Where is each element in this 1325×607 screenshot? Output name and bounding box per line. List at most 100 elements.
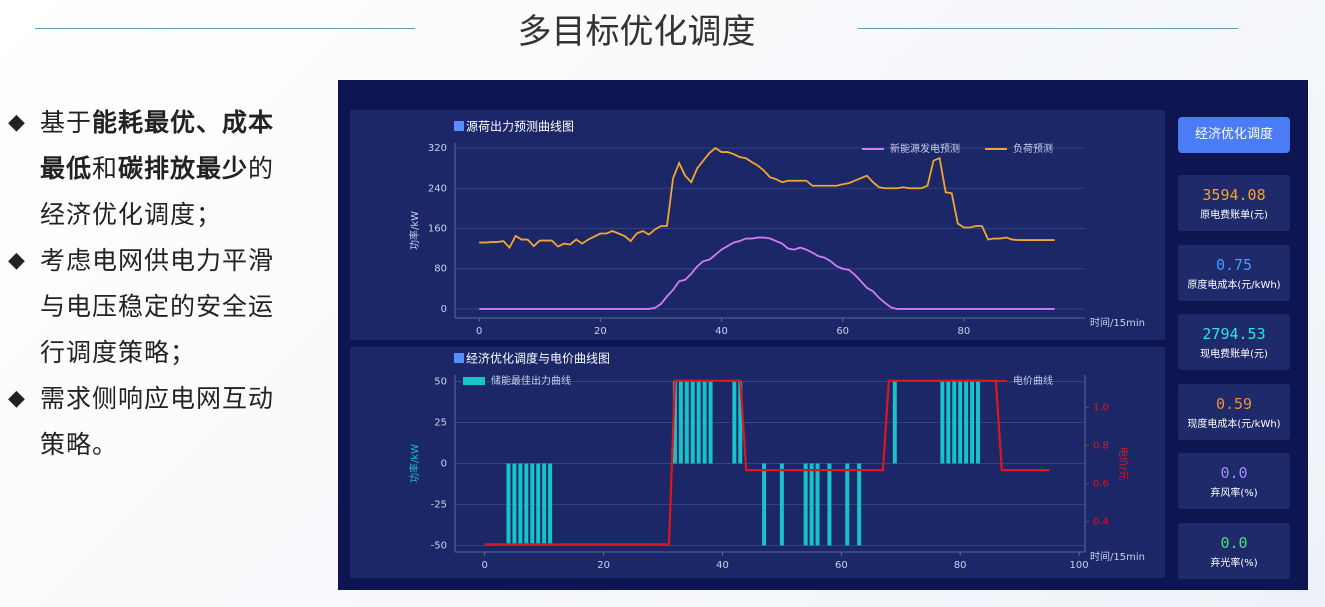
chart-title: 经济优化调度与电价曲线图 — [466, 351, 610, 366]
line — [479, 146, 1055, 250]
bar — [506, 463, 511, 546]
bar — [779, 463, 784, 546]
x-axis-label: 时间/15min — [1090, 316, 1145, 329]
text: 的经济优化调度； — [40, 154, 275, 229]
slide-title: 多目标优化调度 — [517, 12, 756, 52]
legend-label: 储能最佳出力曲线 — [491, 374, 571, 387]
bold-text: 能耗最优、成本最低 — [40, 108, 275, 183]
bullet: ◆ 需求侧响应电网互动策略。 — [8, 376, 280, 468]
title-icon — [454, 121, 464, 131]
bar — [702, 381, 707, 464]
x-tick-label: 0 — [482, 560, 488, 571]
bar — [857, 463, 862, 546]
y-axis-label: 功率/kW — [408, 444, 421, 483]
text: 和 — [92, 154, 119, 183]
y2-tick-label: 0.8 — [1093, 440, 1109, 451]
bar — [964, 381, 969, 464]
metric-label: 现度电成本(元/kWh) — [1187, 418, 1281, 430]
y-axis-label: 功率/kW — [408, 211, 421, 250]
bullet: ◆ 考虑电网供电力平滑与电压稳定的安全运行调度策略； — [8, 238, 280, 376]
legend-label: 电价曲线 — [1013, 374, 1053, 387]
bar — [512, 463, 517, 546]
bar — [827, 463, 832, 546]
bar — [678, 381, 683, 464]
y-tick-label: 25 — [434, 418, 447, 429]
text: 基于 — [40, 108, 93, 137]
chart-panel: 源荷出力预测曲线图 0 80 160 240 320 0 20 40 60 80 时间/15min 功率… — [350, 110, 1165, 340]
chart-panel: 经济优化调度与电价曲线图 -50 -25 0 25 50 0.4 0.6 0.8 1.0 电价/元 0… — [350, 347, 1165, 578]
bar — [536, 463, 541, 546]
line — [479, 236, 1055, 310]
metric-label: 现电费账单(元) — [1200, 349, 1268, 360]
bar — [708, 381, 713, 464]
bar — [958, 381, 963, 464]
optimize-button[interactable]: 经济优化调度 — [1178, 117, 1290, 153]
bar — [732, 381, 737, 464]
bar — [809, 463, 814, 546]
x-tick-label: 20 — [597, 560, 610, 571]
bullet-marker: ◆ — [8, 248, 26, 273]
bar — [738, 381, 743, 464]
bullet-list: ◆ 基于能耗最优、成本最低和碳排放最少的经济优化调度； ◆ 考虑电网供电力平滑与电压稳… — [8, 100, 280, 468]
metric-label: 原度电成本(元/kWh) — [1187, 279, 1281, 291]
bold-text: 碳排放最少 — [118, 154, 249, 183]
metric-value: 0.0 — [1220, 533, 1248, 552]
text: 需求侧响应电网互动策略。 — [40, 384, 275, 459]
chart-title: 源荷出力预测曲线图 — [466, 120, 574, 134]
bullet-marker: ◆ — [8, 110, 26, 135]
chart: 经济优化调度与电价曲线图 -50 -25 0 25 50 0.4 0.6 0.8 1.0 电价/元 0… — [408, 351, 1145, 572]
y-tick-label: 80 — [434, 264, 447, 275]
metric-value: 0.59 — [1215, 394, 1253, 413]
title-icon — [454, 353, 464, 363]
bar — [845, 463, 850, 546]
metric-card: 0.75 原度电成本(元/kWh) — [1178, 244, 1290, 301]
metric-label: 弃光率(%) — [1210, 557, 1258, 569]
line — [484, 379, 1050, 546]
bullet: ◆ 基于能耗最优、成本最低和碳排放最少的经济优化调度； — [8, 100, 280, 238]
metric-value: 0.75 — [1215, 255, 1253, 274]
x-tick-label: 20 — [594, 326, 607, 337]
title-rule — [35, 28, 415, 29]
bar — [940, 381, 945, 464]
y-tick-label: -50 — [431, 540, 447, 551]
x-tick-label: 80 — [957, 326, 970, 337]
y2-tick-label: 1.0 — [1093, 402, 1109, 413]
y-tick-label: 50 — [434, 377, 447, 388]
dashboard: 源荷出力预测曲线图 0 80 160 240 320 0 20 40 60 80 时间/15min 功率… — [338, 80, 1308, 590]
bar — [690, 381, 695, 464]
y2-tick-label: 0.6 — [1093, 478, 1109, 489]
bar — [518, 463, 523, 546]
y-tick-label: 0 — [441, 459, 447, 470]
x-tick-label: 100 — [1070, 560, 1089, 571]
metric-label: 弃风率(%) — [1210, 488, 1258, 499]
x-tick-label: 80 — [954, 560, 967, 571]
bar — [684, 381, 689, 464]
legend-label: 负荷预测 — [1013, 142, 1053, 155]
chart: 源荷出力预测曲线图 0 80 160 240 320 0 20 40 60 80 时间/15min 功率… — [408, 120, 1145, 338]
y-tick-label: 160 — [428, 223, 447, 234]
bar — [524, 463, 529, 546]
y-tick-label: 240 — [428, 183, 447, 194]
bar — [672, 381, 677, 464]
x-tick-label: 60 — [835, 560, 848, 571]
y-tick-label: -25 — [431, 499, 447, 510]
metric-value: 3594.08 — [1202, 186, 1266, 204]
bar — [976, 381, 981, 464]
x-tick-label: 40 — [716, 560, 729, 571]
x-tick-label: 40 — [715, 326, 728, 337]
metric-label: 原电费账单(元) — [1200, 210, 1268, 221]
metric-card: 0.59 现度电成本(元/kWh) — [1178, 383, 1290, 440]
legend-label: 新能源发电预测 — [890, 142, 960, 155]
bar — [952, 381, 957, 464]
metric-card: 0.0 弃风率(%) — [1178, 453, 1290, 509]
y2-tick-label: 0.4 — [1093, 517, 1109, 528]
bar — [803, 463, 808, 546]
metric-value: 2794.53 — [1202, 325, 1266, 343]
y2-axis-label: 电价/元 — [1117, 447, 1130, 480]
bar — [946, 381, 951, 464]
y-tick-label: 0 — [441, 304, 447, 315]
metric-card: 3594.08 原电费账单(元) — [1178, 175, 1290, 231]
bar — [762, 463, 767, 546]
x-tick-label: 60 — [836, 326, 849, 337]
